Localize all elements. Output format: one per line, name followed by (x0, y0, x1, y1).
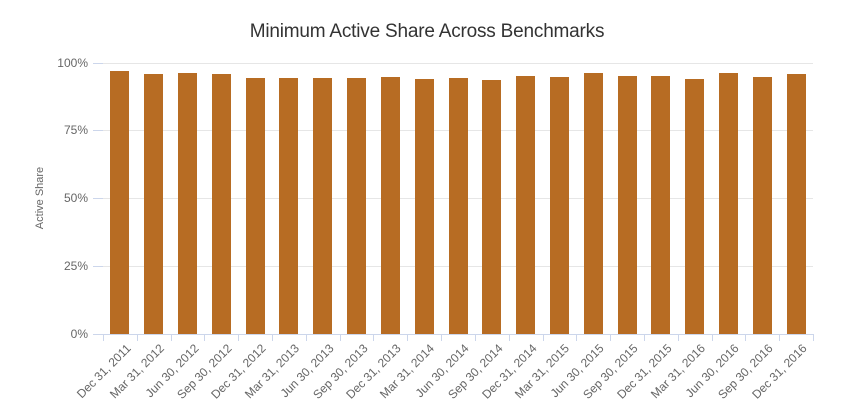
bar-jun-30-2012[interactable] (178, 73, 197, 334)
x-axis-tick (373, 335, 374, 341)
x-axis-tick (644, 335, 645, 341)
bar-sep-30-2015[interactable] (618, 76, 637, 334)
bar-jun-30-2016[interactable] (719, 73, 738, 334)
x-axis-tick (171, 335, 172, 341)
y-axis-label: 100% (57, 56, 88, 70)
x-axis-tick (441, 335, 442, 341)
bar-mar-31-2012[interactable] (144, 74, 163, 334)
bar-sep-30-2012[interactable] (212, 74, 231, 334)
x-axis-tick (813, 335, 814, 341)
bar-mar-31-2014[interactable] (415, 79, 434, 334)
y-axis-tick-25 (93, 266, 103, 267)
x-axis-tick (272, 335, 273, 341)
x-axis-tick (712, 335, 713, 341)
bar-mar-31-2013[interactable] (279, 78, 298, 334)
x-axis-tick (509, 335, 510, 341)
x-axis-tick (678, 335, 679, 341)
x-axis-tick (475, 335, 476, 341)
bar-dec-31-2015[interactable] (651, 76, 670, 334)
bar-sep-30-2014[interactable] (482, 80, 501, 334)
chart-title: Minimum Active Share Across Benchmarks (249, 21, 605, 42)
x-axis-tick (576, 335, 577, 341)
bar-dec-31-2012[interactable] (246, 78, 265, 334)
x-axis-tick (137, 335, 138, 341)
bar-dec-31-2016[interactable] (787, 74, 806, 334)
bar-jun-30-2015[interactable] (584, 73, 603, 334)
x-axis-tick (103, 335, 104, 341)
bar-sep-30-2016[interactable] (753, 77, 772, 334)
x-axis-tick (340, 335, 341, 341)
bar-dec-31-2014[interactable] (516, 76, 535, 334)
x-axis-tick (779, 335, 780, 341)
y-axis-tick-100 (93, 63, 103, 64)
x-axis-tick (238, 335, 239, 341)
gridline-100 (103, 63, 813, 64)
y-axis-tick-0 (93, 334, 103, 335)
y-axis-label: 0% (70, 327, 88, 341)
bar-jun-30-2013[interactable] (313, 78, 332, 334)
bar-jun-30-2014[interactable] (449, 78, 468, 334)
bar-mar-31-2015[interactable] (550, 77, 569, 334)
y-axis-tick-50 (93, 198, 103, 199)
y-axis-label: 75% (63, 123, 88, 137)
bar-dec-31-2011[interactable] (110, 71, 129, 334)
y-axis-label: 50% (63, 191, 88, 205)
bar-dec-31-2013[interactable] (381, 77, 400, 334)
y-axis-tick-75 (93, 130, 103, 131)
x-axis-tick (407, 335, 408, 341)
x-axis-tick (204, 335, 205, 341)
x-axis-tick (543, 335, 544, 341)
bar-sep-30-2013[interactable] (347, 78, 366, 334)
x-axis-tick (610, 335, 611, 341)
x-axis-line (103, 334, 814, 335)
x-axis-tick (745, 335, 746, 341)
bar-mar-31-2016[interactable] (685, 79, 704, 334)
y-axis-label: 25% (63, 259, 88, 273)
x-axis-tick (306, 335, 307, 341)
